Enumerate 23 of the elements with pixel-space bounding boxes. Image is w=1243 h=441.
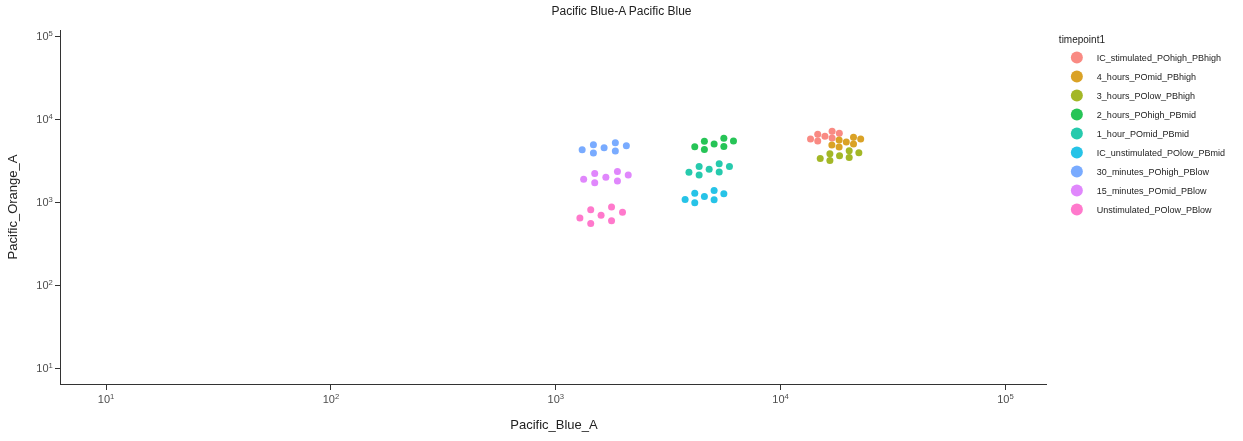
- y-tick-label: 10$^{2}$: [36, 277, 53, 292]
- legend-title: timepoint1: [1058, 34, 1106, 45]
- legend-label: 1_hour_POmid_PBmid: [1096, 129, 1189, 140]
- y-axis-title: Pacific_Orange_A: [5, 154, 21, 260]
- legend-label: Unstimulated_POlow_PBlow: [1096, 205, 1212, 216]
- y-tick-label: 10$^{4}$: [36, 111, 54, 126]
- legend-label: 15_minutes_POmid_PBlow: [1096, 186, 1207, 197]
- x-axis-title: Pacific_Blue_A: [510, 416, 599, 432]
- legend-label: IC_stimulated_POhigh_PBhigh: [1096, 53, 1221, 64]
- legend-label: 3_hours_POlow_PBhigh: [1096, 91, 1195, 102]
- chart-title: Pacific Blue-A Pacific Blue: [551, 4, 692, 19]
- y-tick-label: 10$^{3}$: [36, 194, 53, 209]
- x-tick-label: 10$^{1}$: [97, 391, 115, 406]
- legend-label: 30_minutes_POhigh_PBlow: [1096, 167, 1210, 178]
- x-tick-label: 10$^{5}$: [997, 391, 1014, 406]
- y-tick-label: 10$^{5}$: [36, 28, 53, 43]
- x-tick-label: 10$^{3}$: [547, 391, 565, 406]
- legend-label: 4_hours_POmid_PBhigh: [1096, 72, 1196, 83]
- legend-label: 2_hours_POhigh_PBmid: [1096, 110, 1196, 121]
- y-tick-label: 10$^{1}$: [36, 360, 53, 375]
- legend-label: IC_unstimulated_POlow_PBmid: [1096, 148, 1225, 159]
- x-tick-label: 10$^{4}$: [772, 391, 790, 406]
- x-tick-label: 10$^{2}$: [322, 391, 340, 406]
